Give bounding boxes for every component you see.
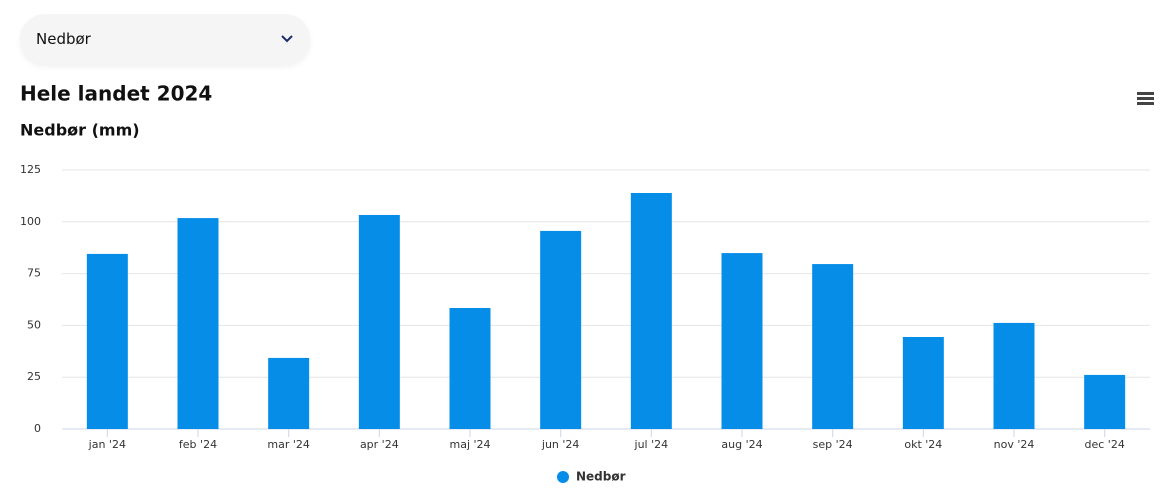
chart-title: Hele landet 2024 <box>20 82 212 106</box>
bar <box>86 253 128 429</box>
chart-subtitle: Nedbør (mm) <box>20 121 140 140</box>
bar <box>540 230 582 429</box>
y-tick-label: 75 <box>27 267 41 280</box>
bar <box>993 322 1035 429</box>
dropdown-label: Nedbør <box>36 30 91 48</box>
x-tick-label: aug '24 <box>721 438 762 451</box>
bar <box>630 192 672 429</box>
x-tick-label: jul '24 <box>634 438 669 451</box>
bar <box>268 357 310 429</box>
menu-icon[interactable] <box>1137 92 1154 105</box>
x-tick-label: sep '24 <box>813 438 853 451</box>
bar <box>449 307 491 429</box>
bar <box>1084 374 1126 429</box>
x-tick-label: apr '24 <box>360 438 399 451</box>
bar <box>358 214 400 429</box>
menu-bar <box>1137 92 1154 95</box>
bar <box>177 218 219 429</box>
legend-label: Nedbør <box>576 470 626 484</box>
y-tick-label: 50 <box>27 318 41 331</box>
x-tick-label: feb '24 <box>179 438 217 451</box>
menu-bar <box>1137 97 1154 100</box>
legend-marker <box>557 471 569 483</box>
x-tick-label: nov '24 <box>994 438 1035 451</box>
bar <box>721 253 763 429</box>
x-tick-label: okt '24 <box>904 438 942 451</box>
y-tick-label: 125 <box>20 163 41 176</box>
y-tick-label: 100 <box>20 215 41 228</box>
x-tick-label: maj '24 <box>449 438 490 451</box>
chevron-icon <box>281 35 293 43</box>
dropdown[interactable]: Nedbør <box>20 14 310 64</box>
menu-bar <box>1137 102 1154 105</box>
x-tick-label: dec '24 <box>1085 438 1125 451</box>
bar <box>902 337 944 429</box>
bar <box>812 264 854 429</box>
y-tick-label: 0 <box>34 422 41 435</box>
x-tick-label: jan '24 <box>88 438 126 451</box>
x-tick-label: jun '24 <box>541 438 580 451</box>
x-tick-label: mar '24 <box>267 438 310 451</box>
y-tick-label: 25 <box>27 370 41 383</box>
